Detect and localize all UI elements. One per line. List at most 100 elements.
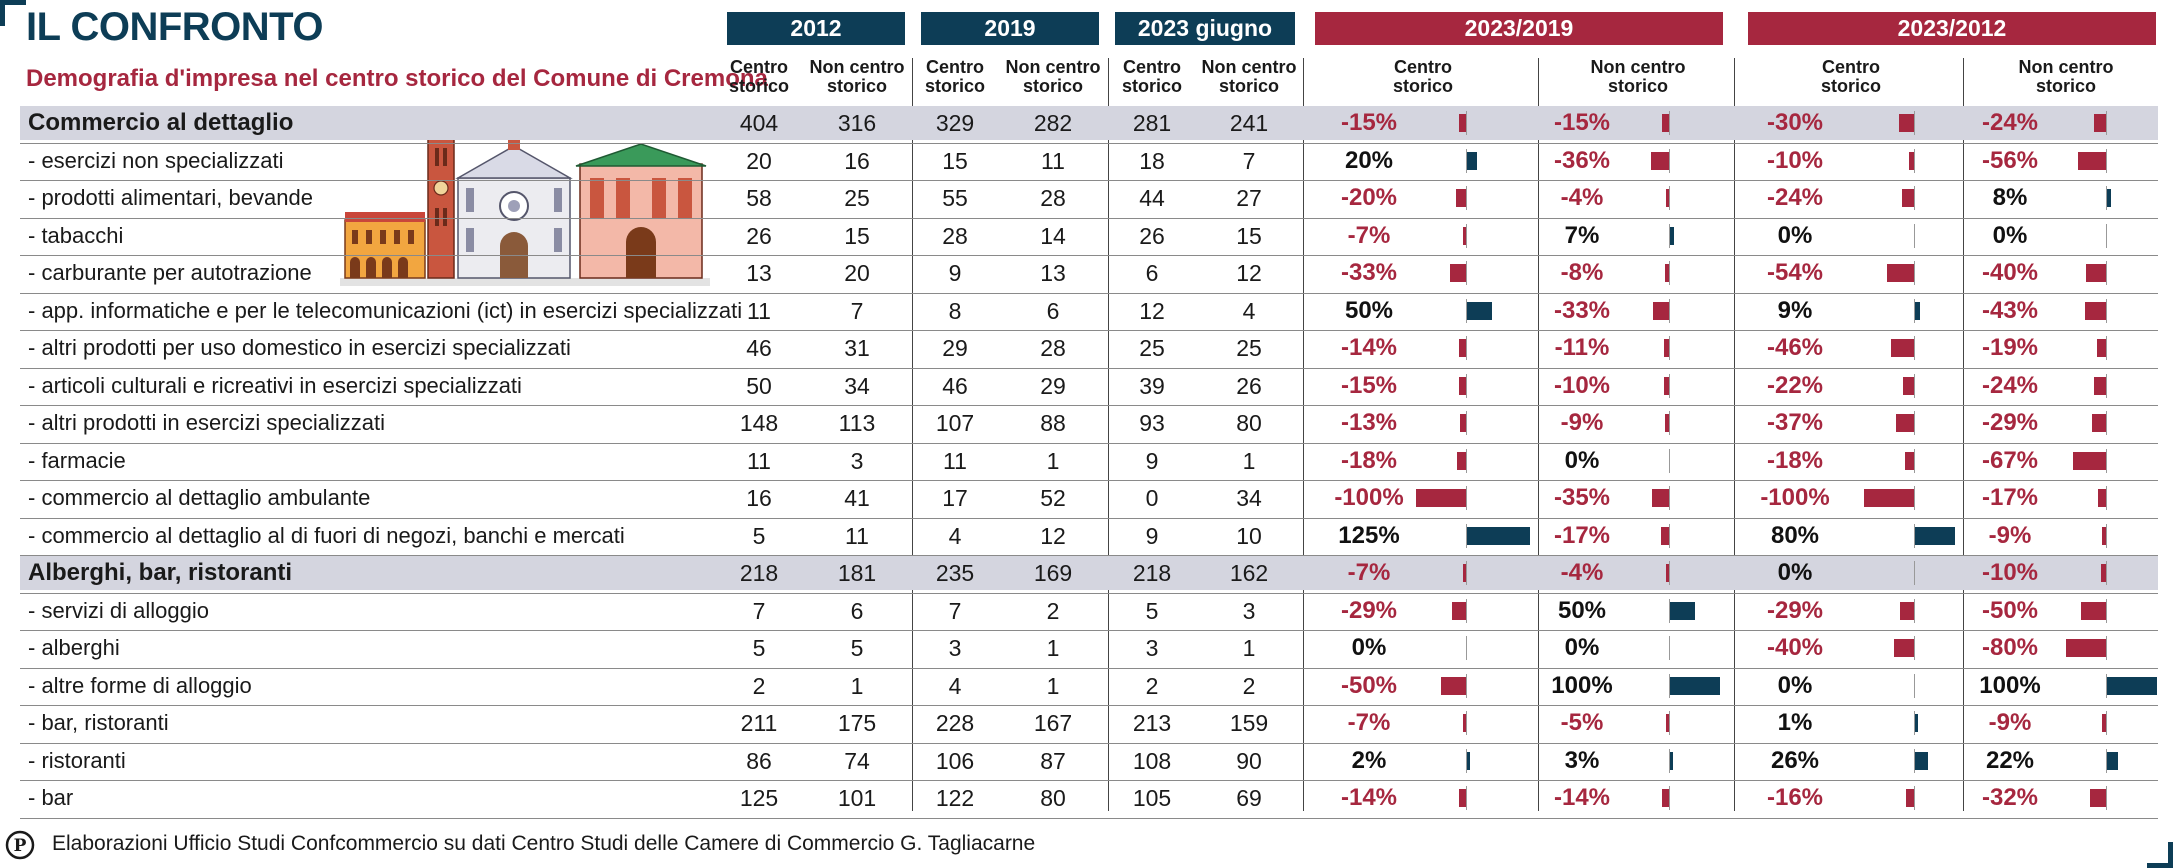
change-label: -30% bbox=[1766, 109, 1824, 136]
change-label: 26% bbox=[1770, 746, 1820, 774]
change-label: -11% bbox=[1554, 334, 1610, 361]
change-label: -10% bbox=[1766, 146, 1824, 174]
subheader-centro-storico: Centro storico bbox=[895, 58, 1015, 96]
bar-axis bbox=[1914, 186, 1915, 210]
change-bar bbox=[1915, 526, 1955, 545]
bar-axis bbox=[1466, 261, 1467, 285]
count-cell: 11 bbox=[747, 447, 771, 474]
count-cell: 241 bbox=[1229, 110, 1269, 136]
count-cell: 282 bbox=[1033, 110, 1073, 136]
change-label: -19% bbox=[1981, 334, 2039, 361]
bar-axis bbox=[2106, 223, 2107, 248]
bar-axis bbox=[1669, 411, 1670, 435]
row-label: - commercio al dettaglio ambulante bbox=[28, 485, 371, 510]
count-cell: 7 bbox=[752, 597, 766, 624]
change-label: 0% bbox=[1992, 221, 2028, 249]
change-label: 20% bbox=[1344, 146, 1394, 174]
change-label: 1% bbox=[1777, 709, 1813, 736]
row-divider bbox=[20, 142, 2158, 144]
change-bar bbox=[2107, 676, 2157, 695]
subheader-non-centro-storico: Non centro storico bbox=[797, 58, 917, 96]
change-label: -56% bbox=[1981, 146, 2039, 174]
row-divider bbox=[20, 817, 2158, 819]
bar-axis bbox=[2106, 148, 2107, 173]
bar-axis bbox=[1466, 523, 1467, 548]
subheader-non-centro-storico: Non centro storico bbox=[993, 58, 1113, 96]
bar-axis bbox=[1669, 748, 1670, 773]
subheader-line: storico bbox=[826, 76, 887, 96]
count-cell: 26 bbox=[746, 222, 772, 249]
column-divider bbox=[1108, 58, 1109, 811]
section-label: Alberghi, bar, ristoranti bbox=[28, 559, 293, 586]
count-cell: 316 bbox=[837, 110, 877, 136]
change-label: -7% bbox=[1347, 221, 1391, 249]
change-bar bbox=[1467, 751, 1470, 770]
count-cell: 213 bbox=[1132, 710, 1172, 736]
change-label: -4% bbox=[1560, 184, 1604, 211]
bar-axis bbox=[2106, 711, 2107, 735]
bar-axis bbox=[1669, 223, 1670, 248]
count-cell: 7 bbox=[850, 297, 864, 324]
change-label: 22% bbox=[1985, 746, 2035, 774]
count-cell: 11 bbox=[1041, 147, 1065, 174]
count-cell: 18 bbox=[1139, 147, 1165, 174]
row-divider bbox=[20, 442, 2158, 444]
subheader-line: Centro bbox=[1394, 57, 1452, 77]
subheader-line: Non centro bbox=[2018, 57, 2114, 77]
count-cell: 1 bbox=[1046, 447, 1060, 474]
count-cell: 106 bbox=[935, 747, 975, 774]
change-bar bbox=[1915, 751, 1928, 770]
change-label: 2% bbox=[1351, 746, 1387, 774]
count-cell: 107 bbox=[935, 410, 975, 436]
count-cell: 3 bbox=[1242, 597, 1256, 624]
change-bar bbox=[1449, 264, 1466, 282]
change-label: -9% bbox=[1988, 521, 2032, 549]
row-label: - tabacchi bbox=[28, 222, 124, 248]
bar-axis bbox=[1466, 748, 1467, 773]
count-cell: 1 bbox=[1242, 447, 1256, 474]
change-bar bbox=[1895, 414, 1914, 432]
bar-axis bbox=[1466, 223, 1467, 248]
change-label: 125% bbox=[1338, 521, 1400, 549]
row-divider bbox=[20, 255, 2158, 256]
count-cell: 6 bbox=[850, 597, 864, 624]
count-cell: 5 bbox=[752, 522, 766, 549]
bar-axis bbox=[1466, 598, 1467, 623]
bar-axis bbox=[1466, 561, 1467, 585]
row-divider bbox=[20, 480, 2158, 481]
change-bar bbox=[2094, 376, 2106, 395]
change-bar bbox=[2094, 114, 2106, 132]
bar-axis bbox=[2106, 786, 2107, 810]
change-label: -36% bbox=[1553, 146, 1611, 174]
bar-axis bbox=[1669, 186, 1670, 210]
count-cell: 211 bbox=[740, 710, 778, 736]
count-cell: 15 bbox=[942, 147, 968, 174]
change-label: -43% bbox=[1981, 296, 2039, 324]
bar-axis bbox=[1914, 486, 1915, 510]
count-cell: 167 bbox=[1033, 710, 1073, 736]
count-cell: 50 bbox=[746, 372, 772, 399]
count-cell: 20 bbox=[746, 147, 772, 174]
bar-axis bbox=[1466, 786, 1467, 810]
bar-axis bbox=[2106, 561, 2107, 585]
change-label: -8% bbox=[1560, 259, 1604, 286]
bar-axis bbox=[1466, 373, 1467, 398]
change-bar bbox=[1459, 414, 1466, 432]
bar-axis bbox=[2106, 298, 2107, 323]
change-bar bbox=[2072, 451, 2106, 470]
change-bar bbox=[1651, 151, 1669, 170]
change-label: -100% bbox=[1334, 484, 1404, 511]
subheader-line: storico bbox=[924, 76, 985, 96]
count-cell: 1 bbox=[1242, 635, 1256, 661]
count-cell: 55 bbox=[942, 185, 968, 211]
count-cell: 20 bbox=[844, 260, 870, 286]
bar-axis bbox=[2106, 186, 2107, 210]
bar-axis bbox=[1669, 148, 1670, 173]
count-cell: 25 bbox=[844, 185, 870, 211]
count-cell: 87 bbox=[1040, 747, 1066, 774]
subheader-line: storico bbox=[1121, 76, 1182, 96]
change-label: -29% bbox=[1340, 596, 1398, 624]
change-label: -22% bbox=[1766, 371, 1824, 399]
row-divider bbox=[20, 555, 2158, 556]
count-cell: 13 bbox=[1040, 260, 1066, 286]
